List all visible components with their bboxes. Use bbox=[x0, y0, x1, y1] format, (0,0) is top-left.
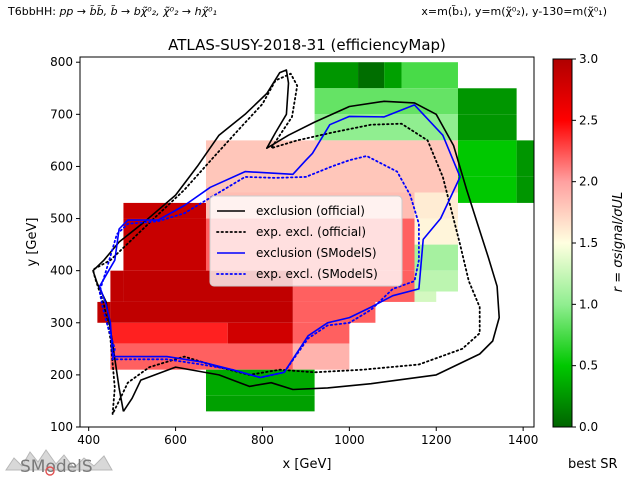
chart-title: ATLAS-SUSY-2018-31 (efficiencyMap) bbox=[168, 36, 446, 54]
best-sr-label: best SR bbox=[568, 457, 618, 472]
legend-entry-label: exclusion (SModelS) bbox=[256, 246, 377, 260]
x-tick-label: 600 bbox=[164, 433, 187, 447]
heatmap-cell bbox=[110, 322, 228, 344]
heatmap-cell bbox=[205, 395, 315, 412]
heatmap-cell bbox=[110, 301, 293, 323]
mass-mapping-label: x=m(b̃₁), y=m(χ̃⁰₂), y-130=m(χ̃⁰₁) bbox=[421, 5, 607, 18]
heatmap-cell bbox=[414, 291, 437, 302]
legend: exclusion (official) exp. excl. (official… bbox=[209, 195, 403, 287]
colorbar-tick-label: 1.5 bbox=[579, 236, 598, 250]
logo-text: SModelS bbox=[20, 457, 93, 477]
heatmap-cell bbox=[205, 369, 315, 396]
y-tick-label: 500 bbox=[50, 212, 73, 226]
heatmap-cell bbox=[292, 301, 376, 323]
heatmap-cell bbox=[292, 322, 350, 344]
logo-ring-icon bbox=[45, 466, 55, 476]
plot-frame bbox=[79, 56, 535, 428]
x-axis-label: x [GeV] bbox=[283, 457, 332, 472]
legend-box bbox=[209, 195, 403, 287]
heatmap-cell bbox=[314, 62, 359, 89]
colorbar-tick-label: 3.0 bbox=[579, 52, 598, 66]
y-tick-label: 800 bbox=[50, 55, 73, 69]
heatmap-cell bbox=[516, 176, 534, 203]
x-tick-label: 800 bbox=[251, 433, 274, 447]
heatmap-cell bbox=[123, 202, 206, 219]
heatmap-cell bbox=[516, 140, 534, 177]
legend-entry-label: exclusion (official) bbox=[256, 204, 365, 218]
colorbar-tick-label: 0.5 bbox=[579, 359, 598, 373]
heatmap-cell bbox=[358, 62, 385, 89]
y-tick-label: 400 bbox=[50, 264, 73, 278]
y-axis: 100 200 300 400 500 600 700 800 bbox=[50, 55, 80, 434]
x-tick-label: 1000 bbox=[334, 433, 365, 447]
heatmap-cell bbox=[205, 140, 458, 193]
heatmap-cell bbox=[414, 218, 458, 245]
series-line bbox=[92, 72, 481, 415]
colorbar-tick-label: 2.5 bbox=[579, 113, 598, 127]
heatmap-cell bbox=[457, 114, 517, 141]
colorbar-ticks: 0.0 0.5 1.0 1.5 2.0 2.5 3.0 bbox=[572, 52, 598, 434]
y-tick-label: 600 bbox=[50, 159, 73, 173]
process-label: T6bbHH: pp → b̃b̃, b̃ → bχ̃⁰₂, χ̃⁰₂ → hχ… bbox=[7, 5, 217, 18]
colorbar-tick-label: 0.0 bbox=[579, 420, 598, 434]
smodels-logo: SModelS bbox=[5, 449, 113, 477]
exclusion-curves bbox=[92, 69, 500, 415]
legend-entry-label: exp. excl. (SModelS) bbox=[256, 267, 378, 281]
y-tick-label: 700 bbox=[50, 107, 73, 121]
legend-entry-label: exp. excl. (official) bbox=[256, 225, 366, 239]
y-axis-label: y [GeV] bbox=[25, 218, 40, 267]
colorbar-label: r = σsignal/σUL bbox=[611, 192, 626, 293]
heatmap-cell bbox=[123, 218, 206, 271]
heatmap-cell bbox=[314, 114, 458, 141]
heatmap-cell bbox=[401, 62, 458, 89]
heatmap-cell bbox=[292, 343, 350, 370]
y-tick-label: 300 bbox=[50, 316, 73, 330]
series-line bbox=[98, 155, 420, 379]
x-tick-label: 1200 bbox=[421, 433, 452, 447]
heatmap-cell bbox=[110, 270, 124, 302]
colorbar-tick-label: 1.0 bbox=[579, 297, 598, 311]
x-tick-label: 400 bbox=[77, 433, 100, 447]
colorbar-tick-label: 2.0 bbox=[579, 175, 598, 189]
x-axis: 400 600 800 1000 1200 1400 bbox=[77, 427, 538, 447]
heatmap-cell bbox=[384, 62, 402, 89]
heatmap-cell bbox=[457, 88, 517, 115]
series-line bbox=[92, 69, 500, 412]
heatmap-cell bbox=[227, 322, 293, 344]
colorbar bbox=[552, 58, 573, 428]
y-tick-label: 200 bbox=[50, 368, 73, 382]
x-tick-label: 1400 bbox=[508, 433, 539, 447]
heatmap-cell bbox=[457, 140, 517, 177]
y-tick-label: 100 bbox=[50, 420, 73, 434]
heatmap-cell bbox=[457, 176, 517, 203]
heatmap-cell bbox=[414, 270, 458, 292]
